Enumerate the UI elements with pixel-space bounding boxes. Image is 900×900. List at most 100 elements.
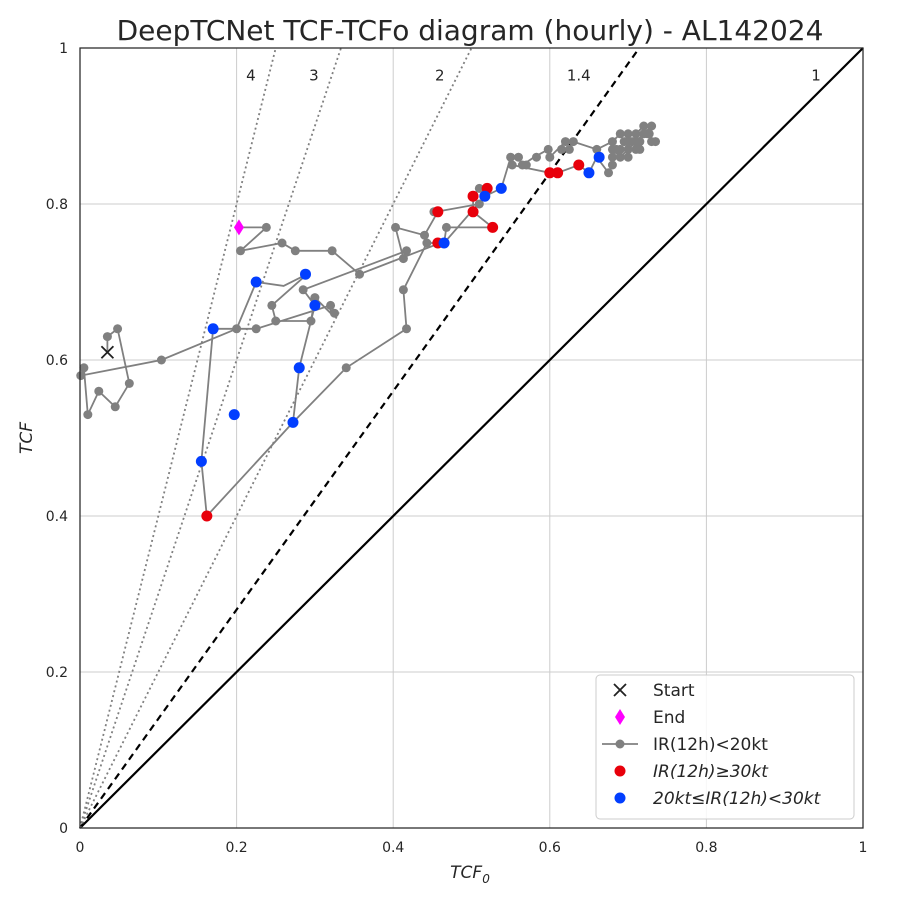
point-low-ir	[341, 363, 351, 373]
point-mid-ir	[293, 362, 305, 374]
x-axis-label: TCF0	[450, 863, 490, 886]
x-tick-label: 0.8	[695, 840, 717, 856]
legend-track-dot	[615, 739, 625, 749]
point-low-ir	[83, 410, 93, 420]
point-low-ir	[631, 137, 641, 147]
point-low-ir	[607, 160, 617, 170]
point-low-ir	[402, 324, 412, 334]
ratio-label-1: 1	[811, 66, 821, 84]
point-low-ir	[592, 144, 602, 154]
point-low-ir	[639, 121, 649, 131]
point-low-ir	[521, 160, 531, 170]
point-low-ir	[298, 285, 308, 295]
point-low-ir	[326, 300, 336, 310]
point-mid-ir	[495, 182, 507, 194]
point-low-ir	[607, 152, 617, 162]
point-low-ir	[513, 152, 523, 162]
legend-label: IR(12h)≥30kt	[653, 762, 769, 782]
legend-dot	[614, 792, 626, 804]
ratio-label-3: 3	[309, 66, 319, 84]
x-tick-label: 0.4	[382, 840, 404, 856]
x-tick-label: 0.6	[539, 840, 561, 856]
point-mid-ir	[287, 416, 299, 428]
ratio-label-4: 4	[246, 66, 256, 84]
point-low-ir	[110, 402, 120, 412]
point-mid-ir	[195, 455, 207, 467]
point-low-ir	[113, 324, 123, 334]
point-low-ir	[441, 222, 451, 232]
point-low-ir	[102, 332, 112, 342]
point-low-ir	[647, 121, 657, 131]
plot-frame	[79, 47, 864, 829]
start-marker	[100, 345, 115, 359]
point-high-ir	[201, 510, 213, 522]
legend-label: IR(12h)<20kt	[653, 735, 768, 755]
point-low-ir	[545, 152, 555, 162]
ratio-labels: 1 1.4 2 3 4	[246, 66, 821, 84]
point-low-ir	[329, 308, 339, 318]
point-low-ir	[644, 129, 654, 139]
point-low-ir	[355, 269, 365, 279]
point-mid-ir	[300, 268, 312, 280]
point-low-ir	[474, 183, 484, 193]
x-tick-label: 0.2	[225, 840, 247, 856]
point-low-ir	[327, 246, 337, 256]
point-low-ir	[607, 144, 617, 154]
legend-end-marker	[615, 709, 625, 725]
point-mid-ir	[228, 409, 240, 421]
point-low-ir	[615, 152, 625, 162]
point-low-ir	[156, 355, 166, 365]
point-low-ir	[251, 324, 261, 334]
point-high-ir	[432, 206, 444, 218]
point-low-ir	[474, 199, 484, 209]
y-tick-label: 0.6	[46, 353, 68, 369]
legend-label: End	[653, 708, 685, 728]
point-low-ir	[398, 254, 408, 264]
point-high-ir	[573, 159, 585, 171]
point-low-ir	[607, 137, 617, 147]
point-low-ir	[564, 144, 574, 154]
y-tick-label: 0	[59, 821, 68, 837]
point-low-ir	[604, 168, 614, 178]
point-mid-ir	[250, 276, 262, 288]
point-low-ir	[422, 238, 432, 248]
ratio-label-2: 2	[435, 66, 445, 84]
y-tick-label: 0.2	[46, 665, 68, 681]
point-mid-ir	[593, 151, 605, 163]
point-mid-ir	[583, 167, 595, 179]
point-high-ir	[467, 206, 479, 218]
point-low-ir	[267, 300, 277, 310]
point-low-ir	[290, 246, 300, 256]
reference-lines	[79, 47, 864, 829]
point-low-ir	[76, 371, 86, 381]
point-low-ir	[94, 386, 104, 396]
point-low-ir	[124, 378, 134, 388]
ref-line-1.4	[79, 47, 641, 829]
point-low-ir	[306, 316, 316, 326]
x-tick-label: 0	[76, 840, 85, 856]
point-low-ir	[631, 144, 641, 154]
x-tick-label: 1	[859, 840, 868, 856]
point-high-ir	[487, 221, 499, 233]
y-tick-labels: 0 0.2 0.4 0.6 0.8 1	[46, 41, 68, 837]
point-low-ir	[568, 137, 578, 147]
ref-line-1	[79, 47, 864, 829]
legend-start-marker	[613, 683, 627, 697]
point-low-ir	[623, 144, 633, 154]
point-low-ir	[543, 144, 553, 154]
point-high-ir	[552, 167, 564, 179]
point-low-ir	[631, 129, 641, 139]
point-low-ir	[232, 324, 242, 334]
point-high-ir	[467, 190, 479, 202]
y-tick-label: 0.4	[46, 509, 68, 525]
point-low-ir	[615, 129, 625, 139]
y-axis-label: TCF	[17, 422, 37, 454]
point-low-ir	[277, 238, 287, 248]
point-low-ir	[402, 246, 412, 256]
legend-label: 20kt≤IR(12h)<30kt	[653, 789, 822, 809]
point-mid-ir	[207, 323, 219, 335]
point-low-ir	[651, 137, 661, 147]
ref-line-2	[79, 47, 473, 829]
point-low-ir	[271, 316, 281, 326]
